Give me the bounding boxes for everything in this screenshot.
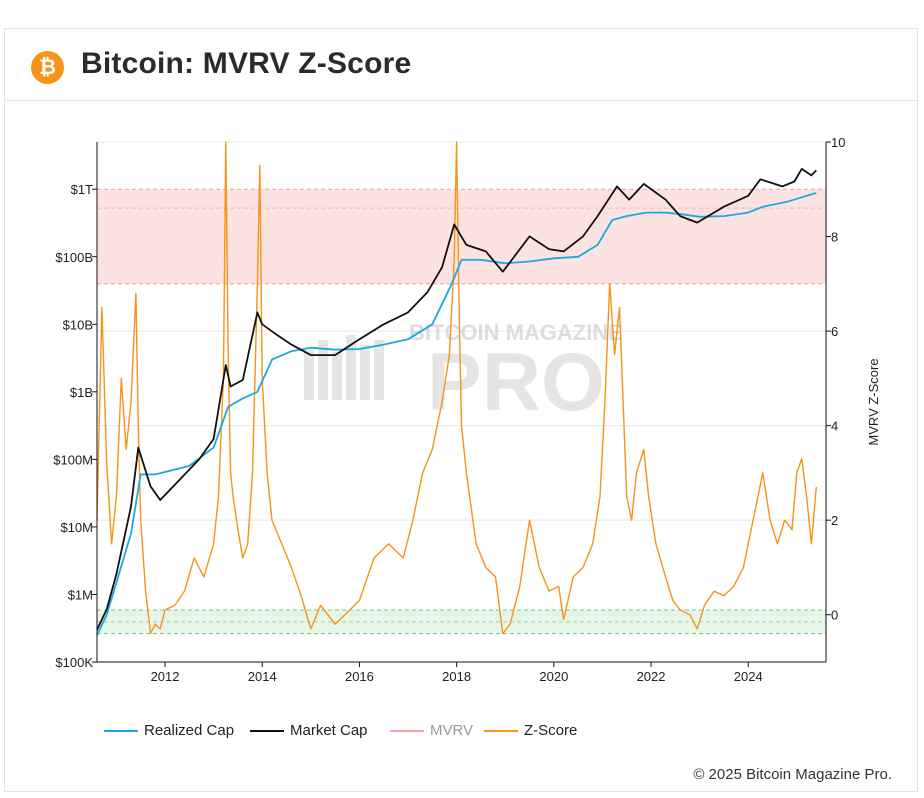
- right-axis-label: MVRV Z-Score: [866, 358, 881, 445]
- legend-item-mvrv[interactable]: MVRV: [390, 722, 473, 739]
- x-tick-label: 2014: [248, 669, 277, 684]
- right-tick-label: 8: [831, 230, 838, 245]
- legend-swatch-z-score: [484, 730, 518, 733]
- chart-header: ₿ Bitcoin: MVRV Z-Score: [5, 29, 917, 101]
- legend-label: Market Cap: [290, 722, 368, 739]
- left-tick-label: $1B: [70, 385, 93, 400]
- legend-label: Z-Score: [524, 722, 578, 739]
- axes: [96, 142, 827, 663]
- grid-lines: [97, 141, 826, 616]
- watermark-line1: BITCOIN MAGAZINE: [409, 320, 623, 345]
- legend-swatch-mvrv: [390, 730, 424, 733]
- right-tick-label: 10: [831, 135, 845, 150]
- legend-label: MVRV: [430, 722, 474, 739]
- watermark-line2: PRO: [427, 337, 605, 428]
- right-tick-label: 4: [831, 419, 838, 434]
- x-tick-label: 2022: [637, 669, 666, 684]
- legend-label: Realized Cap: [144, 722, 235, 739]
- left-tick-label: $10B: [63, 317, 93, 332]
- legend-item-realized-cap[interactable]: Realized Cap: [104, 722, 234, 739]
- left-tick-label: $100M: [53, 452, 93, 467]
- left-tick-label: $1T: [71, 182, 93, 197]
- legend-swatch-realized-cap: [104, 730, 138, 733]
- series-line-market-cap: [96, 168, 817, 631]
- series-line-z-score: [96, 141, 817, 635]
- right-tick-label: 0: [831, 608, 838, 623]
- tick-labels: $100K $1M $10M $100M $1B $10B $100B $1T 0 2 4 6 8 10 2…: [53, 135, 845, 684]
- series-lines: [96, 141, 817, 636]
- left-tick-label: $1M: [68, 587, 93, 602]
- legend-item-z-score[interactable]: Z-Score: [484, 722, 577, 739]
- right-tick-label: 6: [831, 324, 838, 339]
- copyright-footer: © 2025 Bitcoin Magazine Pro.: [693, 766, 892, 783]
- legend-item-market-cap[interactable]: Market Cap: [250, 722, 368, 739]
- x-tick-label: 2018: [442, 669, 471, 684]
- watermark: BITCOIN MAGAZINE PRO: [304, 320, 623, 428]
- bitcoin-logo-icon: ₿: [31, 51, 64, 84]
- x-tick-label: 2016: [345, 669, 374, 684]
- x-tick-label: 2024: [734, 669, 763, 684]
- right-tick-label: 2: [831, 513, 838, 528]
- chart-title: Bitcoin: MVRV Z-Score: [81, 47, 412, 80]
- left-tick-label: $100B: [55, 250, 93, 265]
- left-tick-label: $100K: [55, 655, 93, 670]
- series-line-realized-cap: [96, 192, 817, 636]
- x-tick-label: 2020: [539, 669, 568, 684]
- left-tick-label: $10M: [60, 520, 93, 535]
- legend-swatch-market-cap: [250, 730, 284, 733]
- x-tick-label: 2012: [151, 669, 180, 684]
